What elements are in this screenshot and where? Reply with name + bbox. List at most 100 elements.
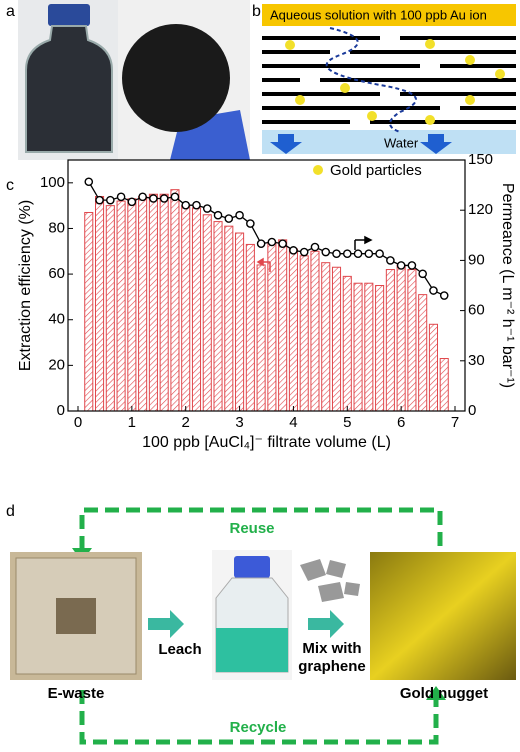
point [106,195,115,205]
bar [191,207,202,412]
bar [256,264,266,412]
bar [321,262,331,412]
bar [353,282,363,412]
photo-membrane [118,0,250,160]
x-tick-label: 5 [343,414,351,431]
flow-arrow [308,610,344,638]
photo-bottle-green [212,550,292,680]
y2-tick-label: 60 [468,302,485,319]
point [278,239,287,248]
x-tick-label: 4 [289,414,297,431]
point [213,210,223,220]
plot-frame [67,159,466,412]
y2-tick-label: 120 [468,201,493,218]
point [224,214,234,223]
line [88,181,445,297]
bar [138,196,148,412]
x-tick-label: 2 [182,414,190,431]
panel-label: d [6,503,15,520]
reuse-label: Reuse [229,520,274,537]
panel-label: b [252,3,261,20]
y-tick-label: 40 [48,311,65,328]
point [299,247,309,257]
bar [181,205,191,412]
bar [170,189,180,412]
point [246,219,255,228]
bar [342,275,352,412]
point [375,249,384,259]
arrow-right [354,235,373,250]
arrowhead [426,686,446,700]
y2-tick-label: 90 [468,251,485,268]
bar [331,266,342,412]
leach-label: Leach [158,641,201,658]
y2-tick-label: 30 [468,352,485,369]
bar [202,214,212,412]
point [386,256,395,265]
x-tick-label: 1 [128,414,136,431]
bar [299,255,309,412]
panel-label: a [6,3,15,20]
y-tick-label: 0 [57,402,65,419]
point [429,286,438,295]
point [127,197,137,207]
y2-axis-label: Permeance (L m⁻² h⁻¹ bar⁻¹) [499,183,516,388]
x-tick-label: 3 [235,414,243,431]
y2-tick-label: 0 [468,402,476,419]
bar [148,193,158,412]
arrow-left [256,257,271,272]
point [332,249,341,259]
bar [224,225,234,412]
point [149,194,158,203]
bar [235,232,245,412]
point [418,269,427,279]
x-tick-label: 0 [74,414,82,431]
schematic-membrane [262,4,516,175]
bar [84,211,94,412]
point [267,237,277,247]
point [310,242,320,252]
legend-label: Gold particles [330,162,422,179]
y-tick-label: 60 [48,265,65,282]
point [353,249,363,259]
point [138,192,147,202]
bar [278,239,288,412]
point [192,200,201,210]
bar [127,198,137,412]
photo-nugget [370,552,516,680]
point [321,247,331,257]
solution-label: Aqueous solution with 100 ppb Au ion [270,7,487,22]
bar [159,193,169,412]
bar [385,269,395,412]
photo-cpu [10,552,142,680]
bar [105,205,115,412]
bar [364,282,374,412]
point [396,261,406,270]
y2-tick-label: 150 [468,151,493,168]
x-axis-label: 100 ppb [AuCl₄]⁻ filtrate volume (L) [142,434,391,451]
bar [418,294,428,412]
point [116,192,126,202]
bar [375,285,385,412]
bar [288,248,298,412]
y-axis-label: Extraction efficiency (%) [17,200,34,371]
point [256,239,266,248]
y-tick-label: 20 [48,356,65,373]
bar [439,358,449,412]
mix-box: Mix with graphene [298,640,366,675]
point [364,249,374,259]
point [159,194,169,203]
cycle-loop [79,507,443,745]
x-tick-label: 6 [397,414,405,431]
point [289,246,298,255]
ewaste-label: E-waste [48,685,105,702]
point [84,177,94,187]
bar [310,250,320,412]
point [235,210,244,220]
recycle-label: Recycle [230,719,287,736]
water-label: Water [384,135,419,150]
x-tick-label: 7 [451,414,459,431]
